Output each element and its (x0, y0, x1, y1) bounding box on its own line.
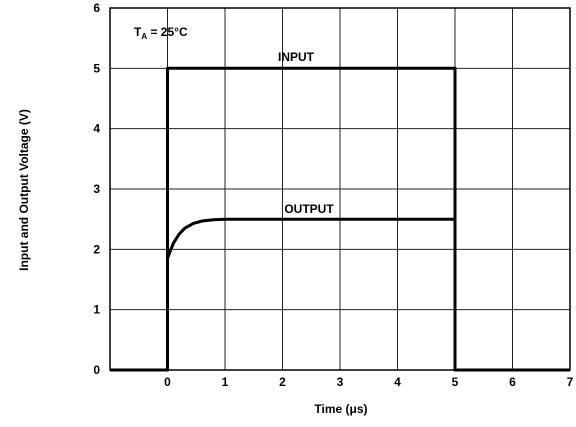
y-tick-label: 0 (93, 363, 100, 377)
y-tick-label: 1 (93, 303, 100, 317)
x-tick-label: 4 (394, 375, 401, 389)
series-label-output: OUTPUT (284, 202, 334, 216)
series-label-input: INPUT (278, 50, 315, 64)
y-axis-label: Input and Output Voltage (V) (17, 109, 31, 271)
x-tick-label: 0 (164, 375, 171, 389)
grid (109, 7, 571, 371)
x-tick-label: 3 (337, 375, 344, 389)
y-tick-label: 4 (93, 122, 100, 136)
temperature-annotation: TA = 25°C (134, 25, 188, 41)
tick-labels: 0 1 2 3 4 5 6 7 0 1 2 3 4 5 6 (93, 1, 573, 389)
annotation-subscript: A (141, 32, 147, 41)
series-group (110, 66, 570, 372)
plot-frame (109, 7, 571, 371)
series-line-output (110, 217, 570, 372)
x-tick-label: 6 (509, 375, 516, 389)
x-tick-label: 1 (222, 375, 229, 389)
x-axis-label: Time (μs) (314, 402, 367, 416)
y-tick-label: 3 (93, 182, 100, 196)
annotation-prefix: T (134, 25, 142, 39)
x-tick-label: 2 (279, 375, 286, 389)
y-tick-label: 5 (93, 61, 100, 75)
y-tick-label: 6 (93, 1, 100, 15)
x-tick-label: 7 (567, 375, 574, 389)
x-tick-label: 5 (452, 375, 459, 389)
annotation-suffix: = 25°C (147, 25, 188, 39)
y-tick-label: 2 (93, 242, 100, 256)
